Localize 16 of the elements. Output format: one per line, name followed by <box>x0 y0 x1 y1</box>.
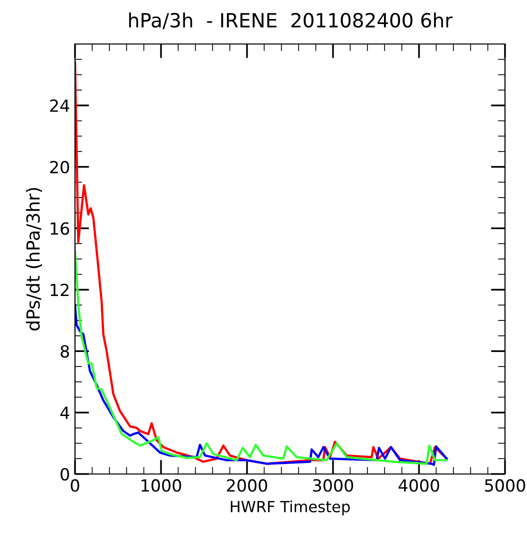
y-tick-label: 0 <box>60 468 70 481</box>
y-tick-label: 4 <box>60 406 70 419</box>
y-axis-title: dPs/dt (hPa/3hr) <box>26 188 42 330</box>
chart-title: hPa/3h - IRENE 2011082400 6hr <box>129 12 453 30</box>
y-tick-label: 12 <box>50 284 68 296</box>
y-tick-label: 24 <box>50 99 70 112</box>
x-tick-label: 3000 <box>313 479 354 492</box>
y-tick-label: 20 <box>50 160 70 174</box>
x-tick-label: 0 <box>70 479 80 492</box>
y-tick-label: 16 <box>50 222 70 235</box>
y-tick-label: 8 <box>60 345 69 358</box>
x-axis-title: HWRF Timestep <box>230 500 350 516</box>
x-tick-label: 4000 <box>398 479 440 492</box>
x-tick-label: 5000 <box>485 479 526 492</box>
x-tick-label: 2000 <box>227 479 268 492</box>
x-tick-label: 1000 <box>142 479 182 492</box>
